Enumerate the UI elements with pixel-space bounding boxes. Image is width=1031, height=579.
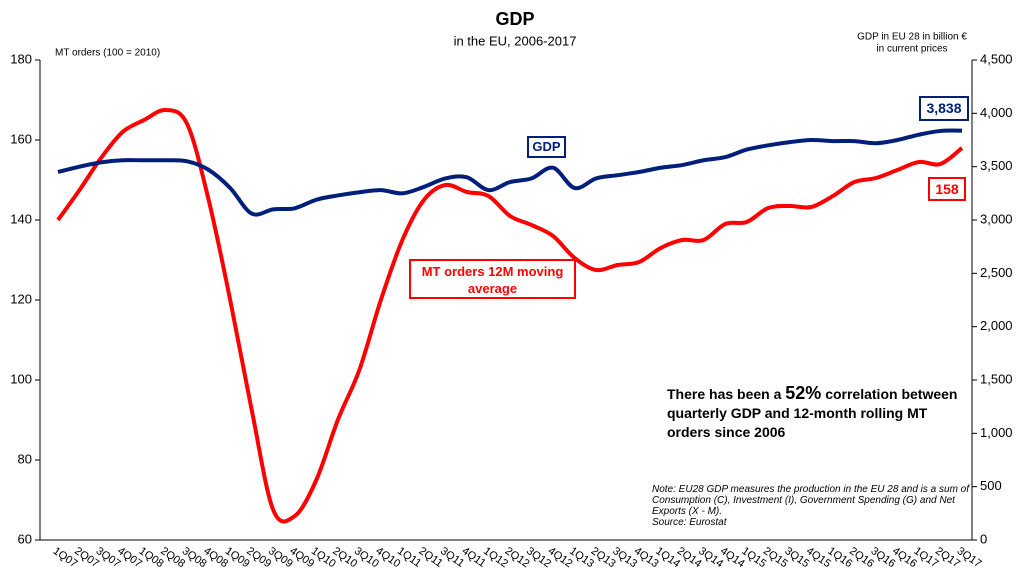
x-tick-label: 4Q11 <box>460 545 488 570</box>
y2-axis-label: GDP in EU 28 in billion € <box>857 32 967 43</box>
y2-tick-label: 2,500 <box>980 265 1013 280</box>
legend-mt-orders: MT orders 12M moving average <box>409 259 576 299</box>
note-text: Note: EU28 GDP measures the production i… <box>652 484 970 517</box>
y2-tick-label: 4,000 <box>980 105 1013 120</box>
y2-tick-label: 2,000 <box>980 318 1013 333</box>
y-tick-label: 160 <box>10 131 32 146</box>
series-line <box>57 128 963 217</box>
chart-subtitle: in the EU, 2006-2017 <box>454 33 577 48</box>
source: Source: Eurostat <box>652 517 727 528</box>
y-tick-label: 80 <box>18 451 32 466</box>
y-tick-label: 60 <box>18 531 32 546</box>
y2-tick-label: 1,000 <box>980 425 1013 440</box>
y-axis-label: MT orders (100 = 2010) <box>55 48 160 59</box>
y2-tick-label: 500 <box>980 478 1002 493</box>
y2-tick-label: 4,500 <box>980 51 1013 66</box>
note: Note: EU28 GDP measures the production i… <box>652 484 972 528</box>
x-tick-label: 3Q11 <box>438 545 466 570</box>
chart-title: GDP <box>495 9 534 29</box>
y2-tick-label: 3,500 <box>980 158 1013 173</box>
text: correlation between quarterly GDP and 12… <box>667 386 958 440</box>
x-tick-label: 1Q11 <box>395 545 423 570</box>
x-tick-label: 2Q11 <box>417 545 445 570</box>
y-tick-label: 120 <box>10 291 32 306</box>
mt-last-label: 158 <box>928 177 966 201</box>
correlation-note: There has been a 52% correlation between… <box>667 384 967 442</box>
legend-gdp: GDP <box>527 136 566 158</box>
text: There has been a <box>667 386 786 402</box>
x-tick-label: 3Q17 <box>955 545 984 570</box>
y-tick-label: 180 <box>10 51 32 66</box>
y2-axis-label: in current prices <box>876 44 947 55</box>
y2-tick-label: 1,500 <box>980 371 1013 386</box>
series-line <box>56 107 964 524</box>
highlight: 52% <box>785 383 822 403</box>
y2-tick-label: 3,000 <box>980 211 1013 226</box>
y-tick-label: 100 <box>10 371 32 386</box>
y2-tick-label: 0 <box>980 531 987 546</box>
gdp-last-label: 3,838 <box>919 96 969 121</box>
y-tick-label: 140 <box>10 211 32 226</box>
